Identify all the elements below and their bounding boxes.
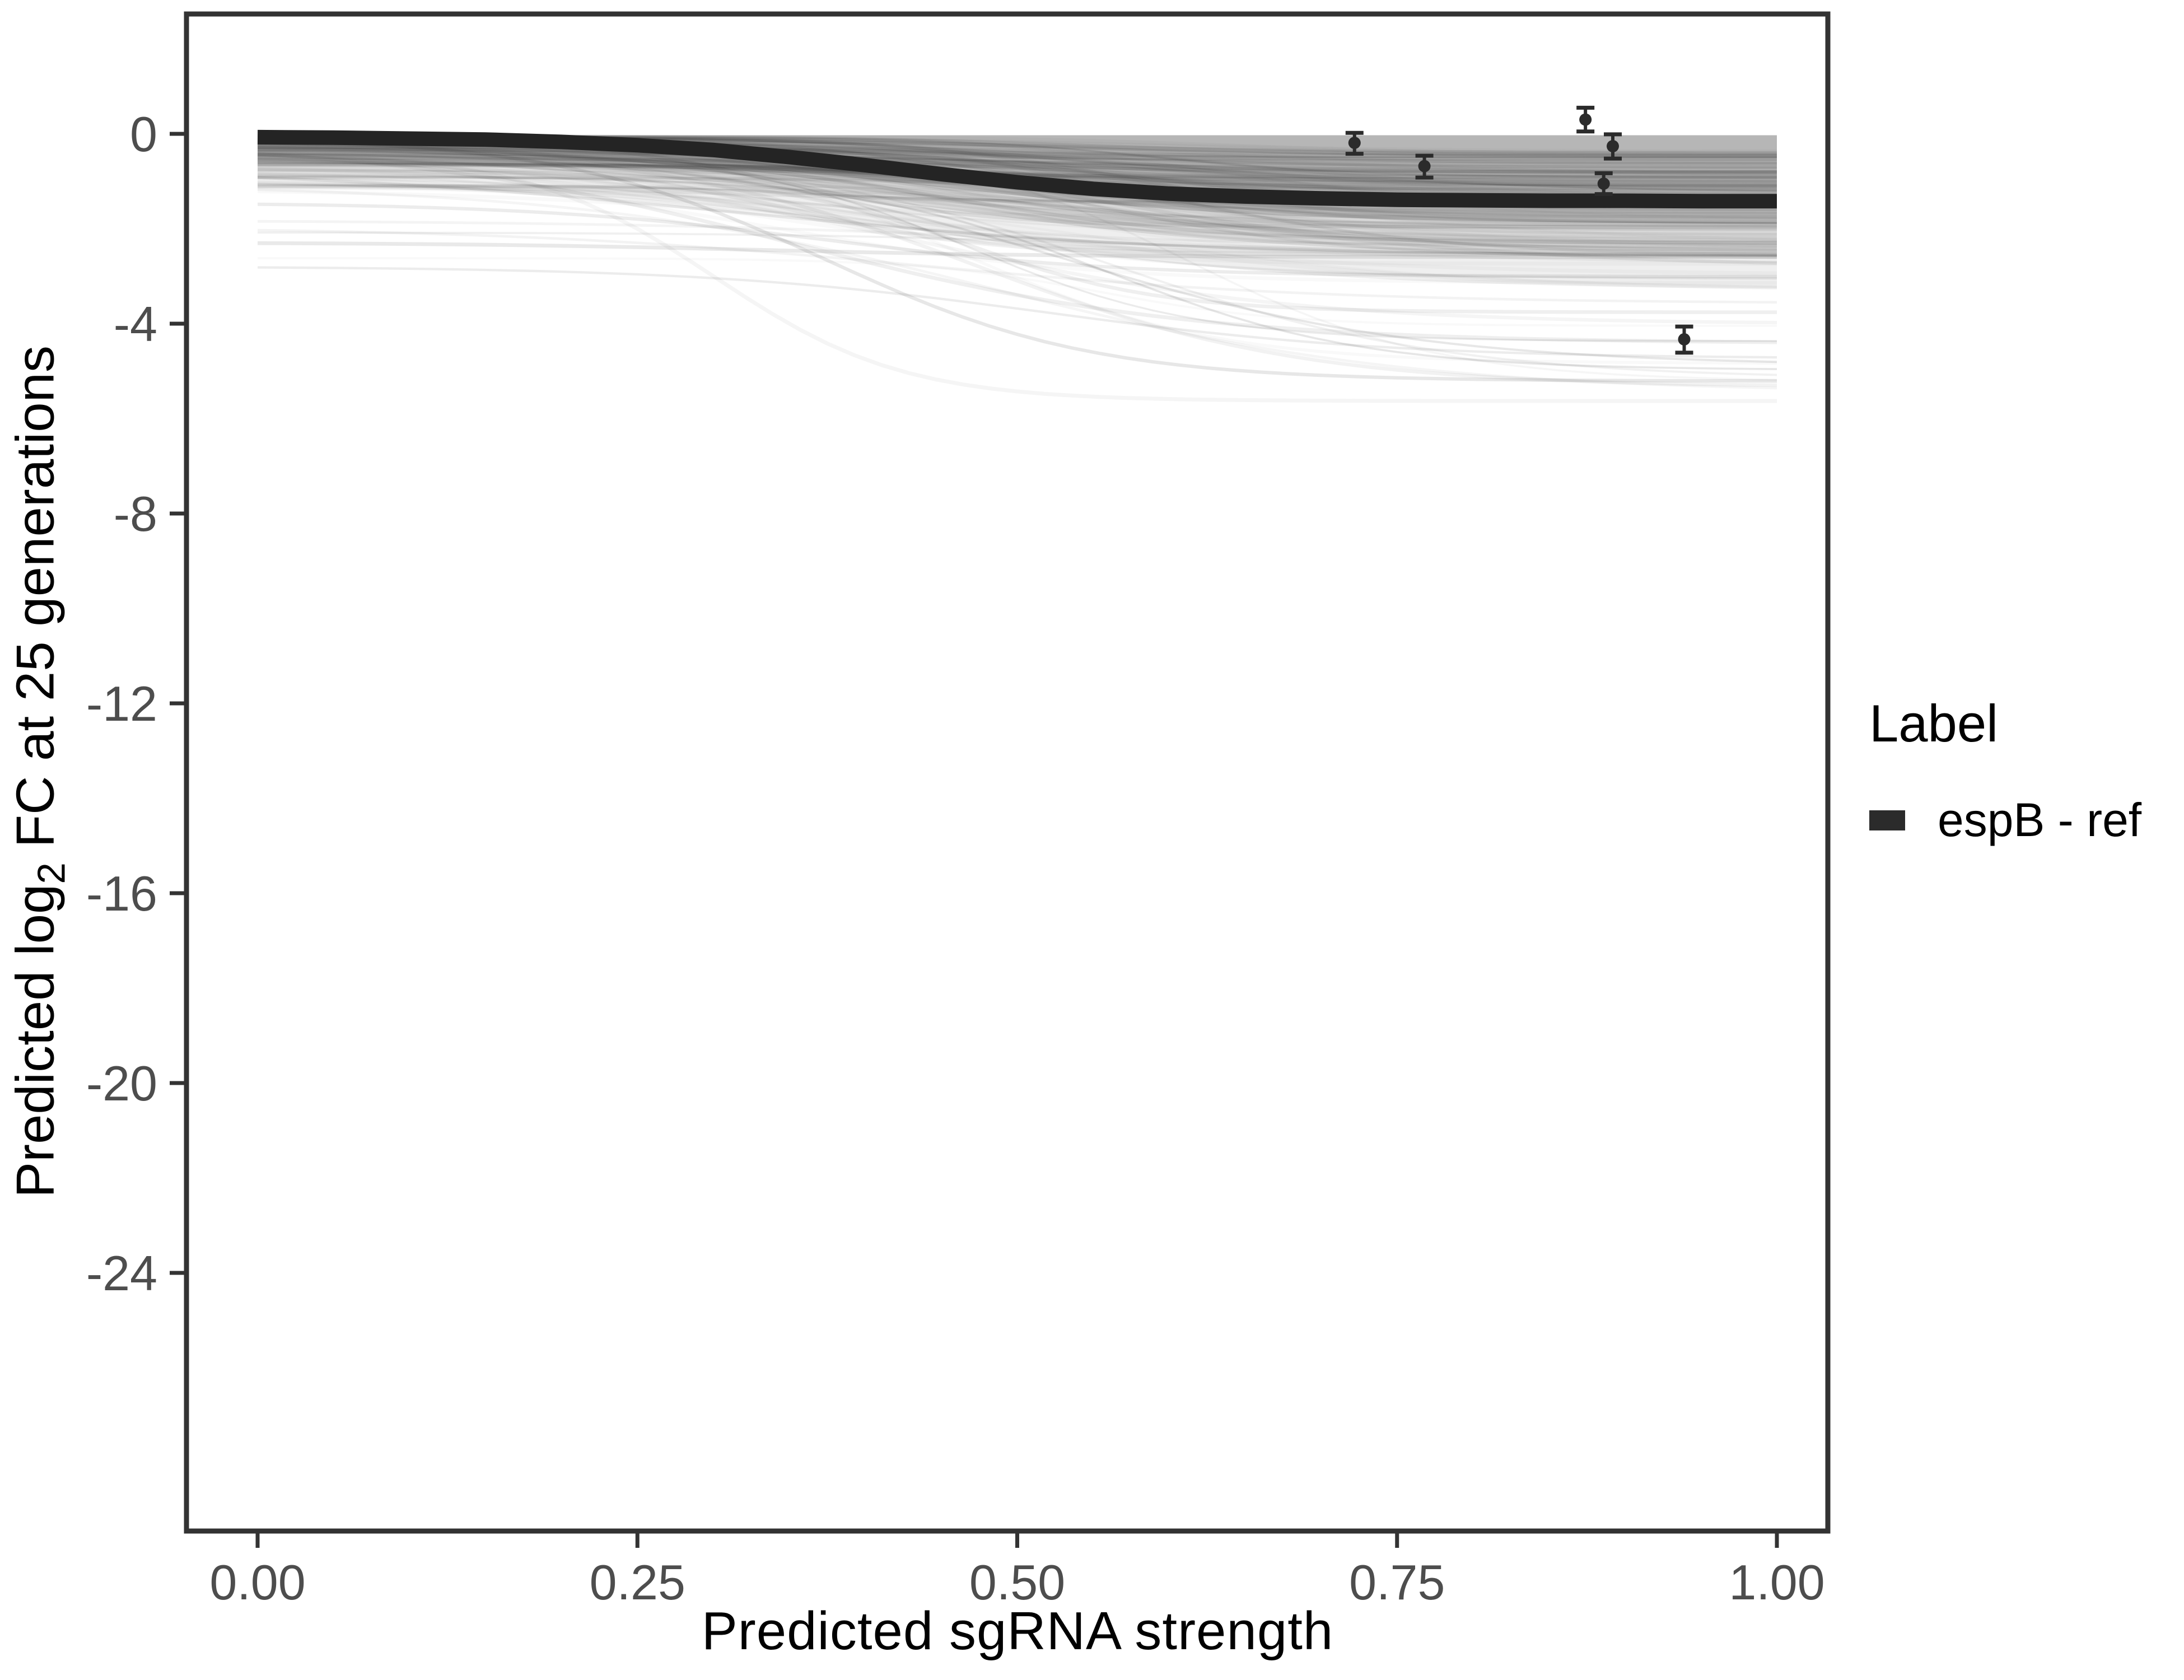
x-tick-label: 0.75 [1349, 1555, 1445, 1610]
ensemble-curve [257, 152, 1777, 344]
ensemble-curve [257, 202, 1777, 278]
data-point [1597, 177, 1610, 190]
ensemble-curve [257, 166, 1777, 325]
ensemble-curve [257, 147, 1777, 259]
x-axis: 0.00 0.25 0.50 0.75 1.00 [209, 1531, 1825, 1610]
ensemble-curve [257, 165, 1777, 257]
ensemble-curve [257, 188, 1777, 390]
ensemble-curve [257, 241, 1777, 259]
ensemble-curve [257, 151, 1777, 247]
data-point [1606, 140, 1619, 153]
ensemble-curve [257, 177, 1777, 279]
ensemble-curve [257, 172, 1777, 251]
ensemble-curve [257, 153, 1777, 179]
y-axis: 0 -4 -8 -12 -16 -20 -24 [86, 106, 186, 1301]
x-tick-label: 0.25 [590, 1555, 685, 1610]
y-tick-label: -24 [86, 1245, 157, 1301]
panel-border [184, 11, 1831, 1534]
y-axis-title-post: FC at 25 generations [5, 346, 66, 863]
y-tick-label: -12 [86, 676, 157, 731]
y-tick-label: -16 [86, 866, 157, 921]
y-axis-title-pre: Predicted log [5, 884, 66, 1198]
ensemble-band [258, 135, 1777, 256]
ensemble-curve [257, 152, 1777, 174]
ensemble-curve [257, 170, 1777, 248]
data-point [1348, 137, 1361, 150]
pointrange [1594, 171, 1613, 197]
x-tick-label: 0.50 [969, 1555, 1065, 1610]
ensemble-curve [258, 148, 1777, 256]
ensemble-curve [257, 161, 1777, 179]
ensemble-curve [257, 152, 1777, 376]
ensemble-curve [257, 147, 1777, 211]
ensemble-curve [257, 151, 1777, 342]
y-tick-label: -20 [86, 1056, 157, 1111]
ensemble-curve [257, 228, 1777, 304]
y-tick-label: -4 [114, 296, 157, 352]
ensemble-band [258, 135, 1777, 289]
series-curves [257, 129, 1777, 209]
y-tick-label: 0 [130, 106, 157, 162]
ensemble-curve [257, 155, 1777, 175]
ensemble-curve [257, 150, 1777, 245]
ensemble-curve [257, 152, 1777, 363]
ensemble-curve [257, 266, 1777, 359]
ensemble-curve [257, 155, 1777, 228]
ensemble-curve [258, 153, 1777, 188]
ensemble-curve [257, 163, 1777, 186]
data-point [1678, 333, 1691, 346]
ensemble-curve [258, 174, 1777, 314]
ensemble-curve [258, 231, 1777, 257]
ensemble-curve [257, 147, 1777, 166]
pointrange [1345, 130, 1364, 156]
pointrange [1675, 324, 1693, 355]
ensemble-curve [258, 147, 1777, 174]
ensemble-curve [257, 153, 1777, 403]
x-tick-label: 0.00 [209, 1555, 305, 1610]
legend-entry-label: espB - ref [1938, 794, 2142, 846]
error-points [1345, 105, 1693, 355]
ensemble-curve [257, 220, 1777, 264]
data-point [1418, 160, 1431, 172]
ensemble-curve [257, 168, 1777, 265]
ensemble-curve [257, 162, 1777, 198]
x-tick-label: 1.00 [1729, 1555, 1824, 1610]
y-axis-title-sub: 2 [29, 862, 73, 884]
ensemble-curve [257, 176, 1777, 257]
legend: Label espB - ref [1869, 693, 2141, 847]
ensemble-curve [257, 145, 1777, 388]
ensemble-curve [257, 138, 1777, 383]
ensemble-curve [257, 162, 1777, 188]
ensemble-curve [257, 156, 1777, 188]
data-point [1579, 113, 1592, 126]
y-tick-label: -8 [114, 486, 157, 542]
highlight-curve [257, 129, 1777, 209]
legend-entry: espB - ref [1869, 793, 2141, 847]
ensemble-curve [257, 162, 1777, 193]
ensemble-curve [257, 157, 1777, 243]
ensemble-curve [258, 161, 1777, 250]
ensemble-curve [257, 140, 1777, 243]
ensemble-curve [257, 175, 1777, 370]
pointrange [1603, 132, 1622, 161]
ensemble-curve [257, 140, 1777, 226]
y-axis-title: Predicted log2 FC at 25 generations [4, 346, 73, 1198]
pointrange [1415, 153, 1434, 180]
ensemble-curve [257, 150, 1777, 172]
ensemble-curve [257, 155, 1777, 246]
ensemble-curve [258, 185, 1777, 231]
pointrange [1576, 105, 1595, 134]
legend-line-swatch [1869, 810, 1905, 830]
legend-title: Label [1869, 694, 1998, 753]
ensemble-curve [258, 185, 1777, 249]
x-axis-title: Predicted sgRNA strength [701, 1601, 1334, 1661]
